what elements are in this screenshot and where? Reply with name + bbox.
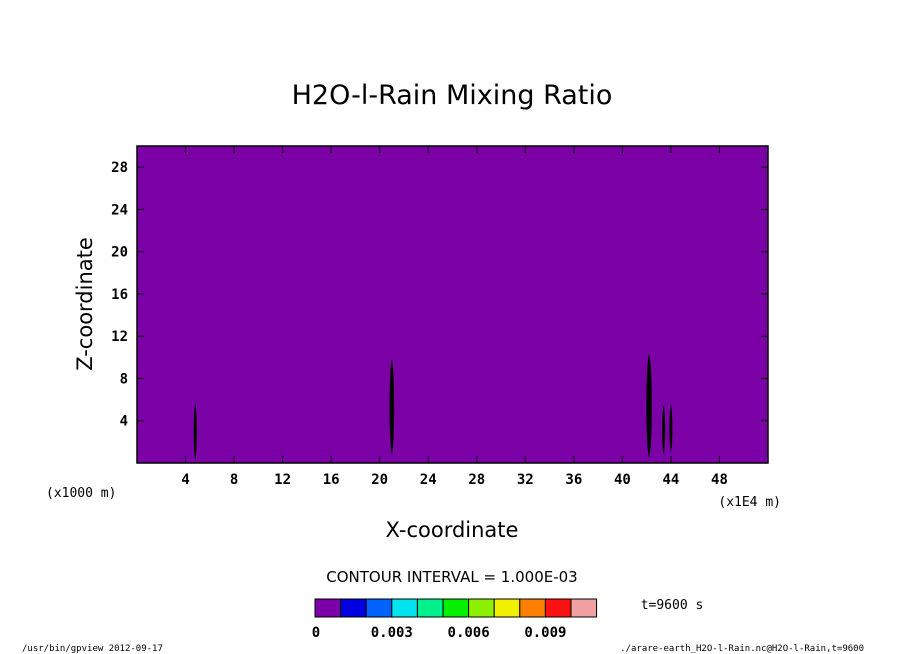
colorbar-label: 0.003	[371, 625, 413, 641]
colorbar-cell	[493, 598, 521, 618]
y-tick-label: 20	[111, 245, 128, 261]
rain-features	[193, 354, 673, 460]
y-tick-label: 12	[111, 329, 128, 345]
colorbar-cell	[570, 598, 598, 618]
y-tick-label: 4	[120, 414, 128, 430]
contour-interval: CONTOUR INTERVAL = 1.000E-03	[326, 568, 577, 586]
rain-feature-4	[669, 403, 673, 453]
x-axis-unit: (x1E4 m)	[718, 495, 781, 510]
y-tick-label: 16	[111, 287, 128, 303]
x-tick-label: 40	[614, 472, 631, 488]
rain-feature-3	[662, 404, 666, 455]
colorbar-labels: 0 0.003 0.006 0.009	[312, 625, 567, 641]
x-tick-label: 48	[711, 472, 728, 488]
x-tick-label: 24	[420, 472, 437, 488]
colorbar-cell	[519, 598, 546, 618]
y-tick-label: 28	[111, 160, 128, 176]
footer-left: /usr/bin/gpview 2012-09-17	[22, 644, 163, 654]
x-tick-label: 28	[468, 472, 485, 488]
colorbar-cell	[340, 598, 367, 618]
colorbar-label: 0	[312, 625, 320, 641]
x-tick-label: 36	[565, 472, 582, 488]
rain-feature-0	[193, 403, 197, 460]
colorbar-cell	[544, 598, 572, 618]
plot-area	[136, 145, 769, 464]
colorbar-cell	[365, 598, 393, 618]
y-tick-label: 8	[120, 371, 128, 387]
x-tick-label: 8	[230, 472, 238, 488]
x-tick-label: 16	[323, 472, 340, 488]
colorbar-cell	[314, 598, 342, 618]
x-tick-label: 20	[371, 472, 388, 488]
rain-feature-2	[646, 354, 652, 458]
colorbar	[314, 598, 598, 618]
colorbar-cell	[442, 598, 470, 618]
y-axis-unit: (x1000 m)	[46, 486, 116, 501]
colorbar-cell	[416, 598, 444, 618]
x-axis-label: X-coordinate	[386, 518, 519, 542]
time-label: t=9600 s	[641, 598, 704, 613]
y-tick-label: 24	[111, 202, 128, 218]
colorbar-cell	[468, 598, 495, 618]
x-tick-label: 32	[517, 472, 534, 488]
x-tick-label: 4	[181, 472, 189, 488]
y-axis-label: Z-coordinate	[73, 237, 97, 371]
rain-feature-1	[389, 359, 395, 455]
colorbar-cell	[391, 598, 418, 618]
x-tick-label: 12	[274, 472, 291, 488]
colorbar-label: 0.009	[524, 625, 566, 641]
x-tick-label: 44	[662, 472, 679, 488]
colorbar-label: 0.006	[448, 625, 490, 641]
footer-right: ./arare-earth_H2O-l-Rain.nc@H2O-l-Rain,t…	[620, 644, 864, 654]
chart-title: H2O-l-Rain Mixing Ratio	[292, 80, 613, 111]
